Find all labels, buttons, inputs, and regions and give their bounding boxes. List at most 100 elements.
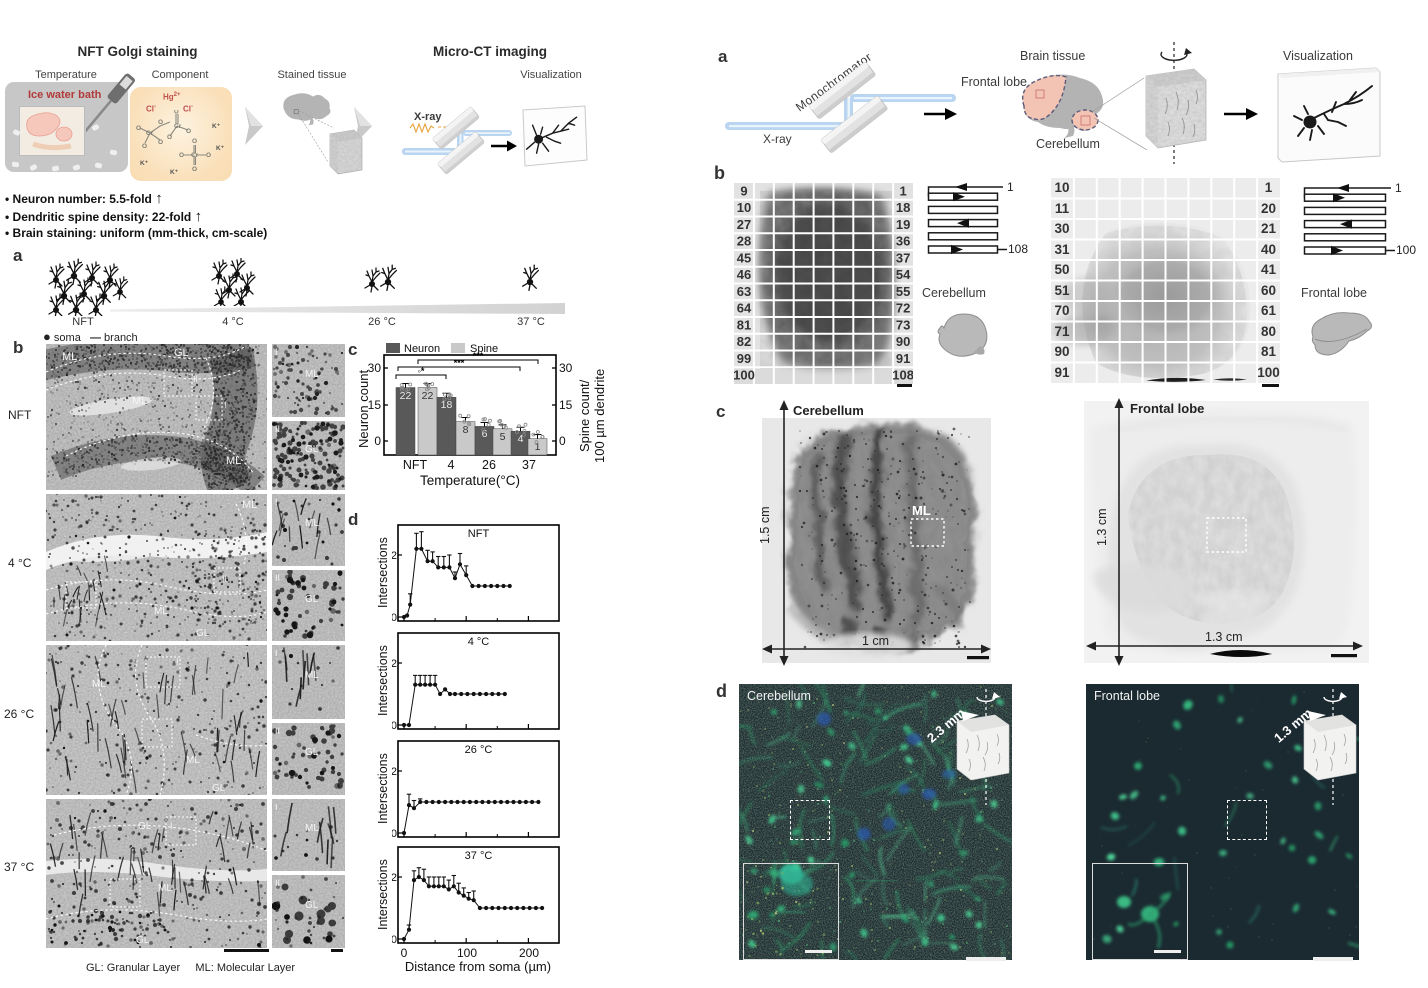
svg-text:10: 10 [1054,180,1069,195]
svg-text:2: 2 [392,550,397,562]
svg-text:O: O [192,138,197,145]
svg-text:NFT: NFT [403,458,428,472]
svg-text:63: 63 [737,284,751,299]
svg-text:91: 91 [896,351,910,366]
svg-text:81: 81 [737,317,751,332]
svg-text:Neuron: Neuron [404,343,440,355]
svg-text:K⁺: K⁺ [216,145,225,152]
svg-text:70: 70 [1054,303,1069,318]
svg-text:31: 31 [1054,242,1070,257]
svg-text:37: 37 [896,250,910,265]
svg-text:II: II [275,573,280,583]
svg-text:Cr: Cr [174,123,182,130]
svg-text:II: II [275,878,280,888]
svg-text:GL: GL [138,821,152,832]
svg-text:ML: ML [305,823,319,834]
svg-text:18: 18 [896,200,910,215]
svg-text:NFT: NFT [468,528,490,540]
svg-text:0: 0 [392,612,397,624]
svg-text:27: 27 [737,217,751,232]
svg-text:GL: GL [174,347,189,359]
svg-text:I: I [275,648,278,658]
svg-text:36: 36 [896,234,910,249]
svg-text:72: 72 [896,301,910,316]
svg-text:***: *** [454,358,465,368]
svg-text:0: 0 [559,434,566,448]
svg-text:1: 1 [899,183,906,198]
svg-text:K⁺: K⁺ [140,160,149,167]
svg-text:I: I [275,497,278,507]
svg-text:55: 55 [896,284,910,299]
svg-text:73: 73 [896,317,910,332]
svg-text:99: 99 [737,351,751,366]
svg-text:4: 4 [448,458,455,472]
svg-text:GL: GL [305,747,319,758]
svg-text:GL: GL [212,783,226,794]
svg-text:41: 41 [1261,262,1277,277]
svg-text:II: II [222,574,227,584]
svg-text:O: O [206,152,211,159]
svg-text:GL: GL [196,628,210,639]
svg-text:Cr: Cr [146,130,154,137]
svg-text:GL: GL [305,444,319,455]
svg-text:***: *** [473,351,484,361]
svg-text:5: 5 [500,431,506,443]
svg-text:K⁺: K⁺ [170,169,179,176]
svg-text:30: 30 [559,361,573,375]
svg-text:0: 0 [392,828,397,840]
svg-text:I: I [224,400,227,410]
svg-text:26: 26 [482,458,496,472]
svg-text:30: 30 [368,361,382,375]
svg-text:0: 0 [374,434,381,448]
svg-text:1: 1 [1265,180,1273,195]
svg-text:1: 1 [1007,182,1014,194]
svg-text:I: I [176,657,179,667]
svg-text:108: 108 [892,368,913,383]
svg-text:40: 40 [1261,242,1276,257]
svg-text:GL: GL [305,900,319,911]
svg-text:82: 82 [737,334,751,349]
svg-text:81: 81 [1261,344,1277,359]
svg-text:ML: ML [132,395,147,407]
svg-text:18: 18 [441,399,453,411]
svg-text:ML: ML [62,351,77,363]
svg-text:ML: ML [305,518,319,529]
svg-text:100: 100 [1257,365,1280,380]
svg-text:90: 90 [1054,344,1069,359]
svg-text:GL: GL [305,594,319,605]
svg-text:O: O [179,152,184,159]
svg-text:37 °C: 37 °C [465,850,493,862]
svg-text:19: 19 [896,217,910,232]
svg-text:54: 54 [896,267,911,282]
svg-text:21: 21 [1261,221,1277,236]
svg-text:O: O [174,110,179,116]
svg-text:ML: ML [154,606,168,617]
svg-text:11: 11 [1055,201,1070,216]
svg-text:37: 37 [522,458,536,472]
svg-text:64: 64 [737,301,752,316]
svg-text:30: 30 [1054,221,1069,236]
svg-text:O: O [192,166,197,173]
svg-text:ML: ML [305,670,319,681]
svg-text:100: 100 [734,368,755,383]
svg-text:90: 90 [896,334,910,349]
svg-text:6: 6 [482,428,488,440]
svg-text:8: 8 [463,424,469,436]
svg-text:61: 61 [1261,303,1277,318]
svg-text:0: 0 [392,934,397,946]
svg-text:50: 50 [1054,262,1069,277]
svg-text:71: 71 [1054,324,1070,339]
svg-text:91: 91 [1054,365,1070,380]
svg-text:28: 28 [737,234,751,249]
svg-text:2: 2 [392,658,397,670]
svg-text:II: II [275,424,280,434]
svg-text:Cr: Cr [191,152,199,159]
svg-text:1: 1 [535,441,541,453]
svg-text:4 °C: 4 °C [468,636,490,648]
svg-text:100: 100 [1396,243,1416,257]
svg-text:O: O [158,119,163,126]
svg-text:22: 22 [400,390,412,402]
svg-text:I: I [275,347,278,357]
svg-text:K⁺: K⁺ [212,123,221,130]
svg-text:I: I [275,802,278,812]
